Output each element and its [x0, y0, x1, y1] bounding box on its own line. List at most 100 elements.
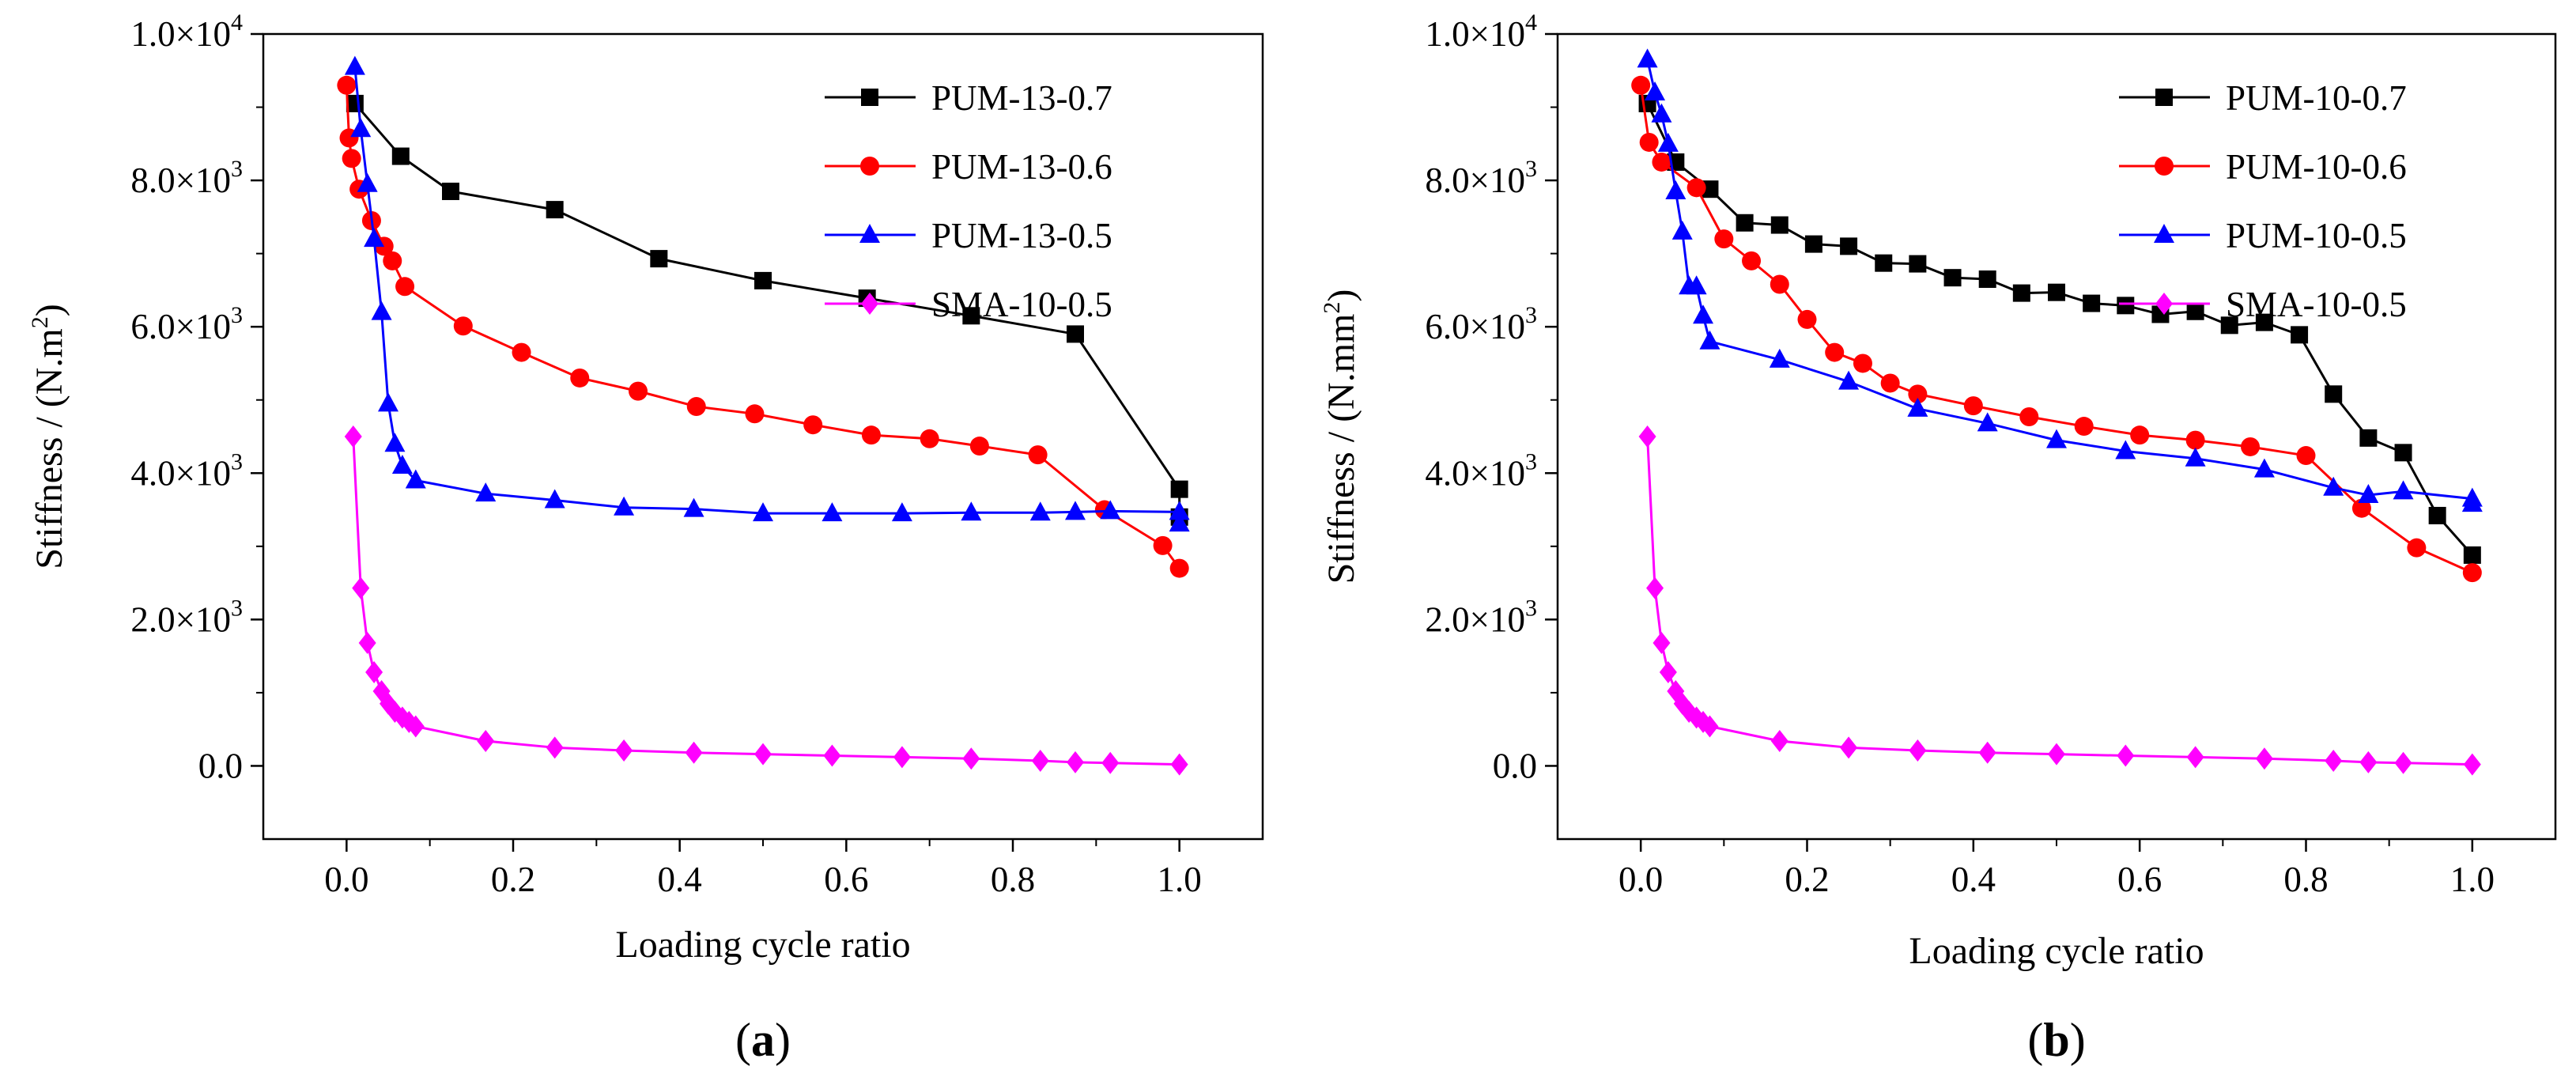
chart-1-series-2-point-18	[2323, 476, 2344, 496]
chart-0-series-3-point-14	[754, 743, 772, 766]
chart-0-series-3-point-2	[358, 631, 376, 654]
chart-1-series-3-point-10	[1770, 729, 1788, 752]
chart-1-series-0-point-6	[1840, 237, 1858, 255]
chart-0-y-tick-label-3: 6.0×103	[130, 302, 243, 346]
chart-0-series-3-point-0	[344, 425, 362, 448]
chart-1-series-1-point-13	[2019, 407, 2039, 427]
chart-1-series-1-point-4	[1714, 229, 1734, 249]
chart-1-legend-label-0: PUM-10-0.7	[2226, 78, 2407, 118]
chart-1-series-2-point-19	[2358, 484, 2379, 504]
chart-0-series-legend-point-0	[861, 89, 878, 106]
chart-1-series-2-point-20	[2393, 480, 2414, 500]
chart-0-x-tick-label-2: 0.4	[658, 860, 702, 899]
chart-1-series-1-line	[1639, 85, 2473, 574]
chart-1-series-2-point-9	[1699, 330, 1720, 350]
chart-1-series-legend-point-0	[2155, 89, 2173, 106]
chart-0-series-1-point-7	[395, 277, 415, 297]
chart-1-y-tick-label-2: 4.0×103	[1425, 448, 1537, 493]
chart-1-series-2-point-16	[2185, 447, 2206, 467]
chart-0-series-2-point-8	[405, 469, 426, 489]
chart-1-series-1-point-7	[1797, 309, 1817, 329]
chart-1-series-2-point-13	[1977, 412, 1998, 432]
chart-0-series-1-point-17	[969, 437, 989, 456]
chart-0-y-axis-label: Stiffness / (N.m2)	[27, 304, 70, 569]
chart-0-panel-label: (a)	[735, 1014, 791, 1066]
chart-0-x-tick-label-0: 0.0	[324, 860, 368, 899]
chart-1-series-0-point-4	[1770, 216, 1788, 234]
chart-0-series-1-point-16	[920, 429, 939, 448]
chart-0-series-legend-point-1	[860, 157, 879, 176]
chart-0-series-2-point-6	[384, 433, 406, 452]
chart-0-series-2-point-13	[753, 502, 773, 522]
chart-1-series-1-point-19	[2351, 498, 2371, 518]
chart-0-series-3-point-20	[1101, 751, 1120, 774]
chart-0-legend-label-3: SMA-10-0.5	[931, 285, 1112, 324]
chart-0-series-2-point-0	[344, 55, 365, 75]
chart-1-series-3-point-16	[2186, 746, 2204, 769]
chart-0-x-tick-label-5: 1.0	[1158, 860, 1202, 899]
chart-1-series-2-point-2	[1651, 103, 1672, 123]
chart-1-x-tick-label-2: 0.4	[1951, 860, 1996, 899]
chart-1-series-3-point-15	[2117, 744, 2135, 767]
chart-0-series-2-point-3	[364, 228, 385, 248]
chart-1-series-0-point-20	[2325, 385, 2343, 403]
chart-1-series-0-point-23	[2428, 506, 2446, 524]
chart-1-y-tick-label-5: 1.0×104	[1425, 9, 1537, 54]
chart-1-x-tick-label-4: 0.8	[2283, 860, 2328, 899]
chart-1-series-legend-point-3	[2155, 293, 2173, 315]
chart-1-series-0-point-21	[2359, 429, 2378, 447]
chart-1-series-2-point-3	[1657, 132, 1679, 152]
chart-0-series-2-line	[353, 66, 1181, 524]
chart-1-series-1-point-11	[1908, 384, 1928, 404]
chart-1-series-1-point-3	[1686, 178, 1706, 198]
chart-1-series-0-point-16	[2186, 302, 2204, 320]
chart-1-series-3-point-20	[2394, 751, 2412, 774]
chart-1-series-2-point-17	[2253, 458, 2275, 478]
chart-0-series-1-point-15	[861, 425, 881, 445]
chart-0-series-2-point-2	[357, 172, 378, 192]
chart-0-series-0-point-1	[391, 147, 410, 165]
chart-0-series-2-point-16	[961, 501, 982, 521]
chart-1-series-1-point-15	[2130, 425, 2150, 445]
chart-1-series-2-point-5	[1671, 220, 1693, 240]
chart-0-series-1-point-2	[342, 149, 361, 168]
chart-1-series-2-point-14	[2046, 429, 2067, 448]
chart-1-series-0-point-18	[2255, 313, 2273, 331]
chart-0-series-3-point-1	[352, 577, 370, 599]
chart-1-series-0-point-19	[2291, 326, 2309, 344]
chart-0-series-1-point-12	[686, 397, 706, 417]
chart-0-y-tick-label-4: 8.0×103	[130, 156, 243, 200]
chart-0-series-1-point-9	[512, 342, 531, 362]
chart-1-series-2-point-0	[1637, 48, 1658, 68]
chart-0-series-3-point-17	[962, 747, 980, 770]
chart-1-x-axis-label: Loading cycle ratio	[1909, 930, 2204, 972]
chart-1-series-0-point-9	[1943, 269, 1962, 287]
chart-1-series-1-point-1	[1639, 132, 1659, 152]
chart-0-series-3-point-18	[1031, 749, 1049, 772]
chart-1-series-3-point-14	[2048, 743, 2065, 766]
chart-0-x-axis-label: Loading cycle ratio	[615, 924, 910, 966]
chart-1-y-tick-label-0: 0.0	[1493, 746, 1537, 785]
chart-0-series-2-point-20	[1169, 501, 1190, 520]
chart-0-legend-label-2: PUM-13-0.5	[931, 216, 1112, 255]
chart-1-series-0-point-8	[1909, 255, 1927, 273]
chart-1-series-3-point-11	[1840, 736, 1858, 759]
chart-1-series-1-point-0	[1631, 75, 1651, 95]
chart-1-series-legend-point-1	[2155, 157, 2174, 176]
chart-1-series-1-point-6	[1770, 274, 1789, 294]
chart-0-y-tick-label-2: 4.0×103	[130, 448, 243, 493]
chart-1-series-1-point-8	[1825, 342, 1845, 362]
chart-0-y-tick-label-1: 2.0×103	[130, 595, 243, 639]
chart-1-series-legend-point-2	[2154, 224, 2174, 243]
chart-1-panel-label: (b)	[2027, 1014, 2085, 1066]
chart-0-series-2-point-10	[544, 489, 565, 509]
chart-1-series-2-point-10	[1769, 348, 1790, 368]
chart-1-series-3-line	[1646, 436, 2472, 766]
chart-1-x-tick-label-0: 0.0	[1618, 860, 1663, 899]
chart-1-legend-label-2: PUM-10-0.5	[2226, 216, 2407, 255]
chart-0-x-tick-label-4: 0.8	[991, 860, 1035, 899]
chart-1-series-3-point-3	[1659, 660, 1677, 683]
chart-1-series-0-point-22	[2394, 444, 2412, 462]
chart-0-series-2-point-1	[350, 118, 372, 138]
